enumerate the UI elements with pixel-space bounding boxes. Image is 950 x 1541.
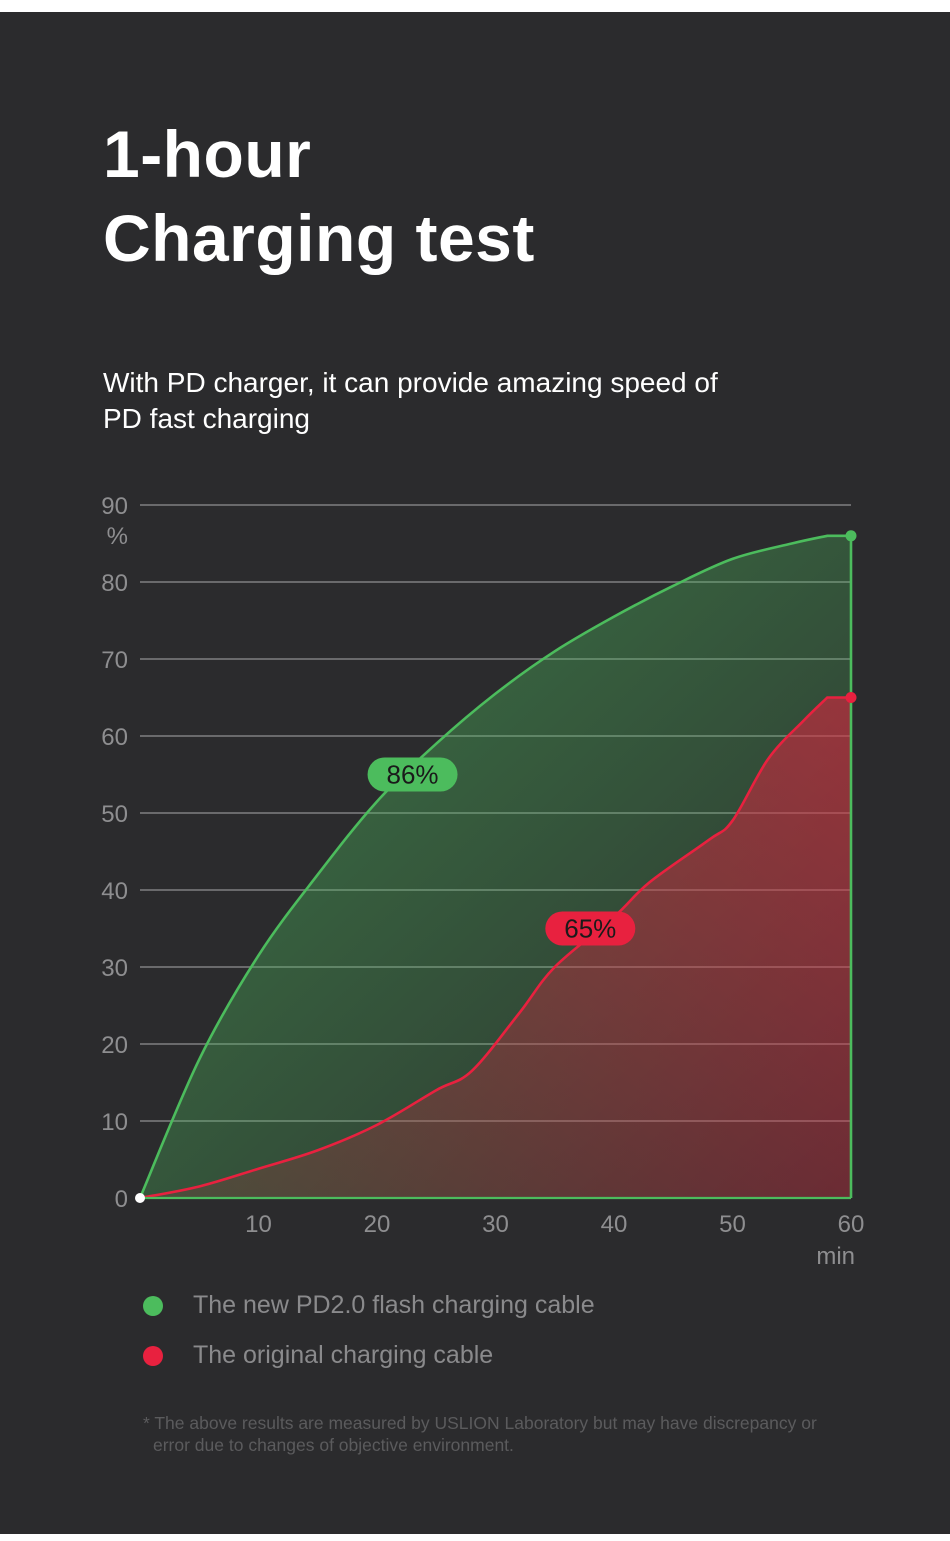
legend-dot-green (143, 1296, 163, 1316)
y-axis-unit: % (107, 523, 128, 550)
x-tick-label: 60 (838, 1211, 865, 1238)
series-callout-badge (367, 757, 458, 792)
series-callout-label: 86% (387, 760, 439, 790)
x-axis-unit: min (816, 1243, 855, 1270)
series-callout-label: 65% (564, 914, 616, 944)
y-tick-label: 80 (101, 570, 128, 597)
y-tick-label: 0 (115, 1186, 128, 1213)
series-line (138, 534, 851, 1199)
series-callout-badge (545, 911, 636, 946)
x-tick-label: 10 (245, 1211, 272, 1238)
y-tick-label: 30 (101, 955, 128, 982)
subtitle-line-1: With PD charger, it can provide amazing … (103, 367, 718, 398)
legend-dot-red (143, 1346, 163, 1366)
y-tick-label: 20 (101, 1032, 128, 1059)
page-title-line-1: 1-hour (103, 117, 312, 191)
footnote-line-1: * The above results are measured by USLI… (143, 1413, 817, 1433)
x-tick-label: 30 (482, 1211, 509, 1238)
y-tick-label: 60 (101, 724, 128, 751)
legend-label: The original charging cable (193, 1341, 494, 1369)
y-tick-label: 70 (101, 647, 128, 674)
footnote-line-2: error due to changes of objective enviro… (153, 1435, 514, 1455)
x-tick-label: 50 (719, 1211, 746, 1238)
x-tick-label: 20 (364, 1211, 391, 1238)
y-tick-label: 40 (101, 878, 128, 905)
y-tick-label: 10 (101, 1109, 128, 1136)
x-tick-label: 40 (601, 1211, 628, 1238)
y-tick-label: 50 (101, 801, 128, 828)
series-end-point (845, 692, 857, 703)
page-title-line-2: Charging test (103, 201, 535, 275)
series-line (139, 696, 851, 1200)
series-end-point (845, 530, 857, 542)
series-area (140, 697, 851, 1198)
legend-label: The new PD2.0 flash charging cable (193, 1291, 595, 1319)
subtitle-line-2: PD fast charging (103, 403, 310, 434)
y-tick-label: 90 (101, 493, 128, 520)
origin-point (135, 1193, 145, 1203)
